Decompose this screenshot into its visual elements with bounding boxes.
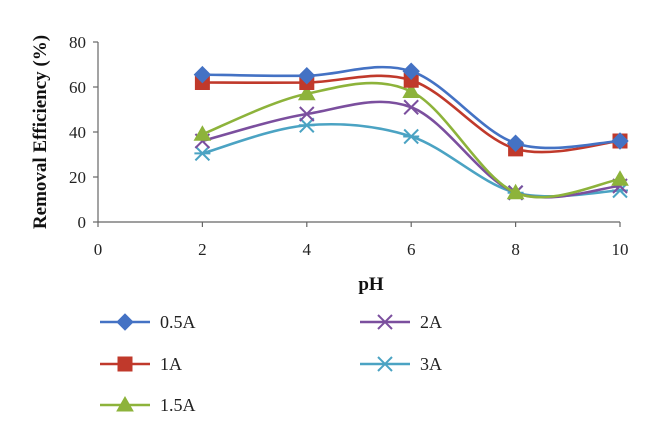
data-point-x — [403, 99, 419, 115]
legend-item: 1A — [100, 354, 182, 374]
x-stroke — [299, 106, 315, 122]
legend-label: 1.5A — [160, 395, 196, 415]
data-point-triangle — [402, 82, 421, 98]
series-1.5A — [193, 81, 629, 200]
y-tick-label: 80 — [69, 33, 86, 52]
data-point-square — [117, 356, 133, 372]
legend-label: 2A — [420, 312, 442, 332]
series — [193, 62, 629, 201]
data-point-diamond — [116, 313, 134, 331]
x-tick-label: 6 — [407, 240, 416, 259]
y-axis-ticks: 0 20 40 60 80 — [69, 33, 98, 232]
data-point-star — [298, 117, 315, 133]
data-point-diamond — [298, 67, 316, 85]
data-point-star — [377, 356, 393, 372]
series-line — [202, 100, 621, 199]
data-point-x — [377, 314, 393, 330]
y-tick-label: 0 — [78, 213, 87, 232]
legend-label: 1A — [160, 354, 182, 374]
data-point-triangle — [611, 170, 629, 186]
data-point-diamond — [506, 134, 525, 152]
data-point-x — [299, 106, 315, 122]
series-line — [202, 122, 621, 198]
data-point-triangle — [506, 183, 525, 200]
legend: 0.5A 1A 1.5A 2A 3A — [100, 312, 442, 415]
data-point-star — [194, 145, 211, 162]
data-point-diamond — [402, 62, 420, 80]
legend-label: 0.5A — [160, 312, 196, 332]
data-point-star — [403, 128, 420, 145]
x-tick-label: 2 — [198, 240, 207, 259]
x-tick-label: 8 — [511, 240, 520, 259]
x-stroke — [403, 99, 419, 115]
x-tick-label: 4 — [303, 240, 312, 259]
y-tick-label: 20 — [69, 168, 86, 187]
x-tick-label: 10 — [612, 240, 629, 259]
x-axis-title: pH — [358, 274, 384, 295]
legend-item: 2A — [360, 312, 442, 332]
y-tick-label: 40 — [69, 123, 86, 142]
data-point-triangle — [116, 395, 134, 412]
x-stroke — [377, 314, 393, 330]
x-axis-ticks: 0 2 4 6 8 10 — [94, 222, 629, 259]
y-tick-label: 60 — [69, 78, 86, 97]
data-point-diamond — [611, 132, 629, 150]
legend-label: 3A — [420, 354, 442, 374]
legend-item: 0.5A — [100, 312, 196, 332]
data-point-triangle — [297, 84, 316, 101]
legend-item: 3A — [360, 354, 442, 374]
data-point-diamond — [193, 65, 212, 84]
series-1A — [194, 72, 628, 157]
series-line — [201, 81, 621, 199]
data-point-triangle — [193, 125, 212, 141]
x-tick-label: 0 — [94, 240, 103, 259]
legend-item: 1.5A — [100, 395, 196, 415]
series-3A — [194, 117, 628, 201]
y-axis-title: Removal Efficiency (%) — [30, 35, 51, 229]
series-0.5A — [193, 62, 629, 152]
